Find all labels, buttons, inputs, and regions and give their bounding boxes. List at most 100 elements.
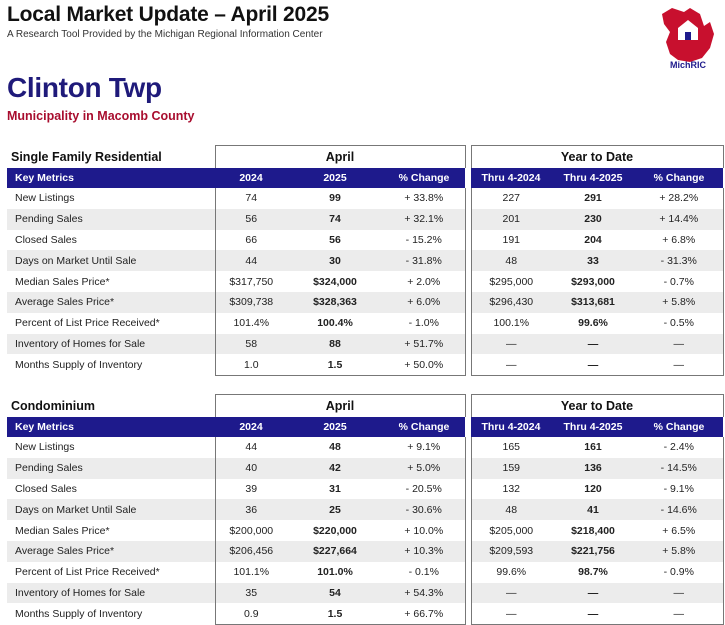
ytd-prior-value: 165	[470, 437, 551, 458]
month-percent-change: + 66.7%	[383, 603, 466, 625]
month-percent-change: + 10.0%	[383, 520, 466, 541]
ytd-prior-value: 132	[470, 478, 551, 500]
month-current-value: 100.4%	[317, 317, 353, 330]
month-percent-change: - 30.6%	[383, 499, 466, 521]
table-row: Days on Market Until Sale 44 30- 31.8% 48 33…	[7, 250, 724, 272]
ytd-prior-value: —	[470, 582, 551, 604]
month-current-value: 48	[329, 441, 341, 454]
month-prior-value: 101.4%	[214, 312, 287, 334]
column-header: % Change	[635, 417, 723, 437]
month-current-value: 42	[287, 457, 383, 479]
metric-label: Average Sales Price*	[7, 540, 215, 562]
month-prior-value: $206,456	[214, 540, 287, 562]
metric-label: Median Sales Price*	[15, 275, 110, 288]
ytd-current-value: 120	[584, 482, 602, 495]
table-row: Closed Sales 66 56 - 15.2% 191 204 + 6.8%	[7, 229, 724, 251]
month-percent-change: + 51.7%	[383, 333, 466, 355]
month-prior-value: $309,738	[214, 291, 287, 313]
ytd-percent-change: - 31.3%	[635, 250, 724, 272]
ytd-percent-change: - 14.6%	[635, 499, 724, 521]
ytd-current-value: —	[551, 354, 635, 377]
metric-label: Percent of List Price Received*	[15, 317, 160, 330]
table-row: Closed Sales 39 31 - 20.5% 132 120 - 9.1%	[7, 478, 724, 500]
column-header: % Change	[383, 168, 465, 188]
metric-label: Months Supply of Inventory	[15, 359, 143, 372]
metric-label: New Listings	[15, 192, 75, 205]
month-prior-value: $200,000	[214, 520, 287, 541]
month-percent-change: + 33.8%	[383, 188, 466, 209]
ytd-prior-value: —	[470, 603, 551, 625]
ytd-current-value: —	[551, 333, 635, 355]
section-title: Condominium	[11, 398, 96, 413]
ytd-percent-change: —	[635, 333, 724, 355]
table-row: Median Sales Price* $200,000 $220,000 + 10.…	[7, 520, 724, 541]
municipality-name: Clinton Twp	[7, 72, 162, 103]
month-prior-value: 35	[214, 582, 287, 604]
metric-label: Months Supply of Inventory	[15, 608, 143, 621]
month-current-value: 56	[329, 233, 341, 246]
month-current-value: 101.0%	[317, 566, 353, 579]
month-percent-change: + 9.1%	[383, 437, 466, 458]
table-row: Percent of List Price Received* 101.4% 100…	[7, 312, 724, 334]
ytd-percent-change: —	[635, 603, 724, 625]
column-header: Thru 4-2024	[471, 417, 551, 437]
ytd-percent-change: + 6.5%	[635, 520, 724, 541]
county-line: Municipality in Macomb County	[7, 109, 195, 123]
condominium-table: Condominium April Year to Date Key Metri…	[7, 394, 724, 625]
month-percent-change: - 1.0%	[383, 312, 466, 334]
month-percent-change: - 15.2%	[383, 229, 466, 251]
metric-label: Inventory of Homes for Sale	[7, 582, 215, 604]
column-header: Thru 4-2025	[551, 417, 635, 437]
michric-logo: MichRIC	[662, 8, 714, 70]
ytd-prior-value: —	[470, 354, 551, 377]
section-title: Single Family Residential	[11, 149, 162, 164]
month-prior-value: 0.9	[214, 603, 287, 625]
ytd-current-value: 291	[584, 192, 602, 205]
month-prior-value: 74	[214, 188, 287, 209]
metric-label: Average Sales Price*	[7, 291, 215, 313]
month-current-value: $220,000	[313, 524, 357, 537]
ytd-percent-change: + 14.4%	[635, 208, 724, 230]
column-header: % Change	[635, 168, 723, 188]
metric-label: Closed Sales	[15, 233, 77, 246]
ytd-prior-value: 201	[470, 208, 551, 230]
column-header: 2024	[215, 168, 287, 188]
ytd-percent-change: - 9.1%	[635, 478, 724, 500]
single-family-table: Single Family Residential April Year to …	[7, 145, 724, 377]
ytd-percent-change: - 2.4%	[635, 437, 724, 458]
ytd-prior-value: $209,593	[470, 540, 551, 562]
ytd-current-value: $218,400	[571, 524, 615, 537]
ytd-current-value: —	[551, 603, 635, 625]
metric-label: Days on Market Until Sale	[7, 499, 215, 521]
table-row: Inventory of Homes for Sale 58 88 + 51.7% — —…	[7, 333, 724, 355]
table-row: Days on Market Until Sale 36 25- 30.6% 48 41…	[7, 499, 724, 521]
metric-label: Inventory of Homes for Sale	[7, 333, 215, 355]
table-row: Months Supply of Inventory 0.9 1.5 + 66.7% —…	[7, 603, 724, 625]
ytd-percent-change: —	[635, 582, 724, 604]
month-current-value: 1.5	[287, 603, 383, 625]
ytd-current-value: 161	[584, 441, 602, 454]
table-row: Inventory of Homes for Sale 35 54 + 54.3% — —…	[7, 582, 724, 604]
ytd-current-value: 230	[551, 208, 635, 230]
metric-label: Pending Sales	[7, 208, 215, 230]
ytd-percent-change: + 5.8%	[635, 540, 724, 562]
month-prior-value: 36	[214, 499, 287, 521]
table-row: Average Sales Price* $309,738 $328,363 + 6.…	[7, 291, 724, 313]
table-row: Percent of List Price Received* 101.1% 101…	[7, 561, 724, 583]
metric-label: Median Sales Price*	[15, 524, 110, 537]
month-current-value: $227,664	[287, 540, 383, 562]
ytd-prior-value: 191	[470, 229, 551, 251]
month-prior-value: 44	[214, 437, 287, 458]
group-month-header: April	[214, 145, 466, 168]
ytd-percent-change: - 14.5%	[635, 457, 724, 479]
ytd-prior-value: 100.1%	[470, 312, 551, 334]
column-header: 2025	[287, 417, 383, 437]
month-percent-change: - 20.5%	[383, 478, 466, 500]
month-current-value: 31	[329, 482, 341, 495]
month-percent-change: - 0.1%	[383, 561, 466, 583]
column-header: Key Metrics	[7, 168, 215, 188]
month-current-value: 1.5	[287, 354, 383, 377]
month-percent-change: + 2.0%	[383, 271, 466, 292]
table-row: Pending Sales 40 42 + 5.0% 159 136- 14.5%	[7, 457, 724, 479]
month-prior-value: 56	[214, 208, 287, 230]
